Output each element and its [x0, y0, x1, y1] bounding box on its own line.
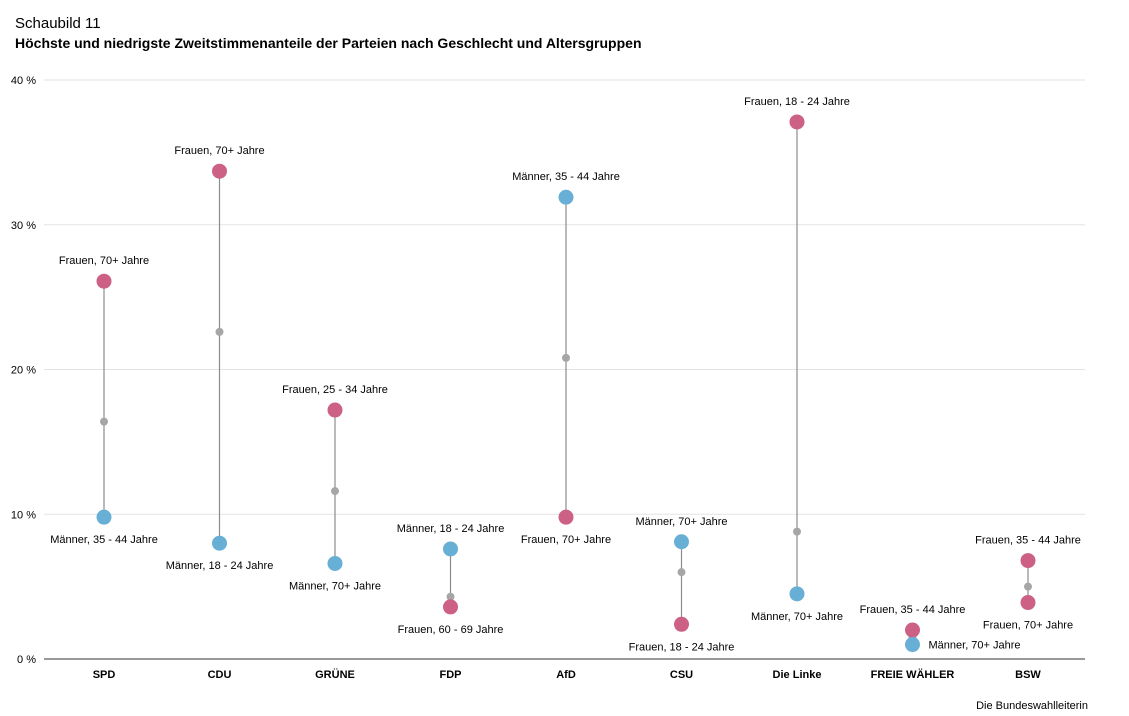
- chart-title: Höchste und niedrigste Zweitstimmenantei…: [15, 35, 642, 51]
- chart-supertitle: Schaubild 11: [15, 15, 101, 32]
- high-point: [212, 163, 227, 179]
- low-point: [327, 555, 343, 571]
- y-tick-label: 10 %: [11, 509, 36, 521]
- x-category-label: FREIE WÄHLER: [871, 668, 955, 681]
- low-point: [96, 509, 112, 525]
- low-point: [905, 637, 920, 653]
- high-point-label: Frauen, 18 - 24 Jahre: [744, 96, 850, 108]
- high-point-label: Männer, 35 - 44 Jahre: [512, 171, 620, 183]
- average-point: [562, 353, 570, 362]
- high-point: [674, 534, 689, 550]
- y-tick-label: 40 %: [11, 75, 36, 87]
- high-point-label: Frauen, 25 - 34 Jahre: [282, 384, 388, 396]
- high-point: [789, 114, 805, 130]
- low-point: [1020, 595, 1036, 611]
- x-category-label: GRÜNE: [315, 668, 355, 681]
- high-point-label: Frauen, 70+ Jahre: [174, 145, 264, 157]
- high-point: [558, 189, 574, 205]
- x-category-label: SPD: [93, 669, 116, 681]
- chart-header: Schaubild 11 Höchste und niedrigste Zwei…: [15, 14, 642, 52]
- high-point: [1020, 553, 1036, 569]
- average-point: [1024, 582, 1032, 591]
- y-tick-label: 0 %: [17, 654, 36, 666]
- low-point-label: Frauen, 18 - 24 Jahre: [629, 641, 735, 653]
- high-point-label: Männer, 18 - 24 Jahre: [397, 523, 505, 535]
- high-point-label: Frauen, 35 - 44 Jahre: [860, 604, 966, 616]
- x-category-label: CSU: [670, 669, 693, 681]
- high-point: [443, 541, 458, 557]
- x-category-label: BSW: [1015, 669, 1041, 681]
- high-point-label: Männer, 70+ Jahre: [635, 516, 727, 528]
- average-point: [331, 487, 339, 496]
- x-category-label: CDU: [208, 669, 232, 681]
- average-point: [215, 327, 224, 336]
- low-point: [674, 616, 689, 632]
- average-point: [446, 592, 455, 601]
- low-point-label: Männer, 70+ Jahre: [751, 611, 843, 623]
- average-point: [677, 568, 686, 577]
- low-point-label: Frauen, 70+ Jahre: [983, 620, 1073, 632]
- low-point: [443, 599, 458, 615]
- y-tick-label: 20 %: [11, 365, 36, 377]
- x-category-label: AfD: [556, 669, 576, 681]
- low-point: [558, 509, 574, 525]
- average-point: [100, 417, 108, 426]
- high-point-label: Frauen, 35 - 44 Jahre: [975, 535, 1081, 547]
- source-note: Die Bundeswahlleiterin: [976, 700, 1088, 712]
- low-point-label: Männer, 35 - 44 Jahre: [50, 534, 158, 546]
- high-point: [96, 273, 112, 289]
- low-point-label: Frauen, 70+ Jahre: [521, 534, 611, 546]
- high-point: [905, 622, 920, 638]
- average-point: [793, 527, 801, 536]
- low-point-label: Männer, 70+ Jahre: [289, 580, 381, 592]
- low-point-label: Frauen, 60 - 69 Jahre: [398, 624, 504, 636]
- low-point-label: Männer, 18 - 24 Jahre: [166, 560, 274, 572]
- low-point: [789, 586, 805, 602]
- high-point: [327, 402, 343, 418]
- y-tick-label: 30 %: [11, 220, 36, 232]
- high-point-label: Frauen, 70+ Jahre: [59, 255, 149, 267]
- low-point-label: Männer, 70+ Jahre: [929, 640, 1021, 652]
- x-category-label: FDP: [440, 669, 462, 681]
- low-point: [212, 535, 227, 551]
- x-category-label: Die Linke: [773, 669, 822, 681]
